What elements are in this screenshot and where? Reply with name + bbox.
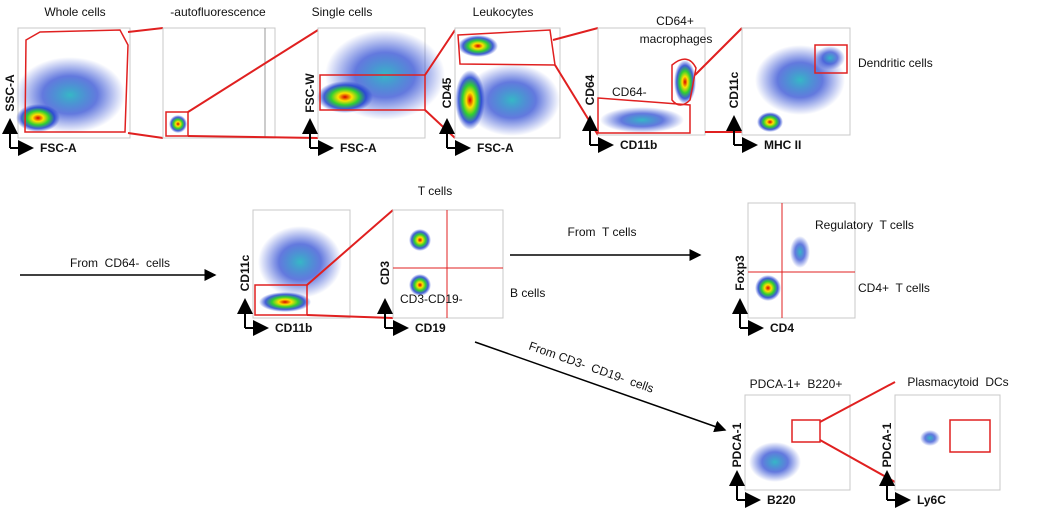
plot-frame [392, 209, 504, 319]
x-axis-label: FSC-A [40, 141, 77, 155]
cell-density [455, 70, 485, 130]
plot: T cells CD3-CD19- B cells CD3 CD19 [377, 184, 545, 336]
y-axis-label: FSC-W [303, 73, 317, 113]
y-axis-label: CD11c [238, 254, 252, 291]
plot: -autofluorescence [162, 5, 319, 139]
flow-label: From T cells [568, 225, 637, 239]
flow-arrow [474, 341, 727, 433]
x-axis-label: FSC-A [477, 141, 514, 155]
panel-title: Single cells [312, 5, 373, 19]
zoom-line [127, 132, 164, 139]
cell-density [464, 64, 560, 136]
cell-density [790, 236, 810, 268]
flow-label: From CD64- cells [70, 256, 170, 270]
cell-density [458, 35, 498, 57]
plot: PDCA-1+ B220+ PDCA-1 B220 [729, 377, 896, 508]
gate-label: CD4+ T cells [858, 281, 930, 295]
panel-title: Whole cells [44, 5, 105, 19]
plot: Whole cells SSC-A FSC-A [2, 5, 164, 156]
x-axis-label: FSC-A [340, 141, 377, 155]
zoom-line [187, 29, 319, 113]
cell-density [317, 81, 373, 113]
gate [24, 29, 129, 133]
gate-label: Dendritic cells [858, 56, 933, 70]
cell-density [259, 292, 311, 312]
x-axis-label: B220 [767, 493, 796, 507]
x-axis-label: CD11b [275, 321, 312, 335]
cell-density [16, 104, 60, 132]
plot: Leukocytes CD45 FSC-A [439, 5, 599, 156]
panel-title: Leukocytes [473, 5, 534, 19]
gate [949, 419, 991, 453]
y-axis-label: CD45 [440, 77, 454, 108]
zoom-line [306, 209, 394, 286]
zoom-line [187, 135, 319, 139]
y-axis-label: SSC-A [3, 74, 17, 112]
zoom-line [552, 27, 599, 41]
panel-title: PDCA-1+ B220+ [750, 377, 843, 391]
cell-density [258, 226, 342, 298]
x-axis-label: CD19 [415, 321, 446, 335]
x-axis-label: CD4 [770, 321, 794, 335]
plot: CD64+ macrophages CD64- CD64 CD11b [582, 14, 743, 153]
panel-title: macrophages [640, 32, 713, 46]
gate-label: B cells [510, 286, 545, 300]
cell-density [815, 46, 845, 70]
gate [165, 111, 189, 137]
zoom-line [819, 381, 896, 423]
zoom-line [424, 109, 456, 139]
gate [791, 419, 821, 443]
gate [814, 44, 848, 74]
y-axis-label: PDCA-1 [730, 422, 744, 467]
gate-label: CD3-CD19- [400, 292, 463, 306]
cell-density [749, 442, 801, 482]
cell-density [409, 274, 431, 296]
plot: CD11c CD11b [237, 209, 394, 336]
x-axis-label: CD11b [620, 138, 657, 152]
plot: Regulatory T cells CD4+ T cells Foxp3 CD4 [732, 202, 930, 336]
panel-title: -autofluorescence [170, 5, 266, 19]
y-axis-label: CD3 [378, 261, 392, 285]
plot: Single cells FSC-W FSC-A [302, 5, 456, 156]
panel-title: CD64+ [656, 14, 694, 28]
gate-label: CD64- [612, 85, 647, 99]
zoom-line [306, 314, 394, 319]
cell-density [757, 112, 783, 132]
plot-frame [894, 394, 1001, 491]
y-axis-label: CD64 [583, 74, 597, 105]
cell-density [600, 107, 684, 133]
y-axis-label: PDCA-1 [880, 422, 894, 467]
zoom-line [424, 29, 456, 76]
zoom-line [127, 27, 164, 33]
panel-title: Plasmacytoid DCs [907, 375, 1008, 389]
plot: Plasmacytoid DCs PDCA-1 Ly6C [879, 375, 1009, 508]
gate [254, 284, 308, 316]
cell-density [674, 60, 696, 104]
cell-density [169, 115, 187, 133]
cell-density [409, 229, 431, 251]
gate-label: Regulatory T cells [815, 218, 914, 232]
panel-title: T cells [418, 184, 452, 198]
cell-density [920, 430, 940, 446]
y-axis-label: CD11c [727, 71, 741, 108]
cell-density [755, 275, 781, 301]
x-axis-label: MHC II [764, 138, 801, 152]
x-axis-label: Ly6C [917, 493, 946, 507]
plot: Dendritic cells CD11c MHC II [726, 27, 933, 153]
gate [319, 74, 426, 111]
y-axis-label: Foxp3 [733, 255, 747, 291]
zoom-line [694, 27, 743, 76]
gate [597, 97, 691, 134]
